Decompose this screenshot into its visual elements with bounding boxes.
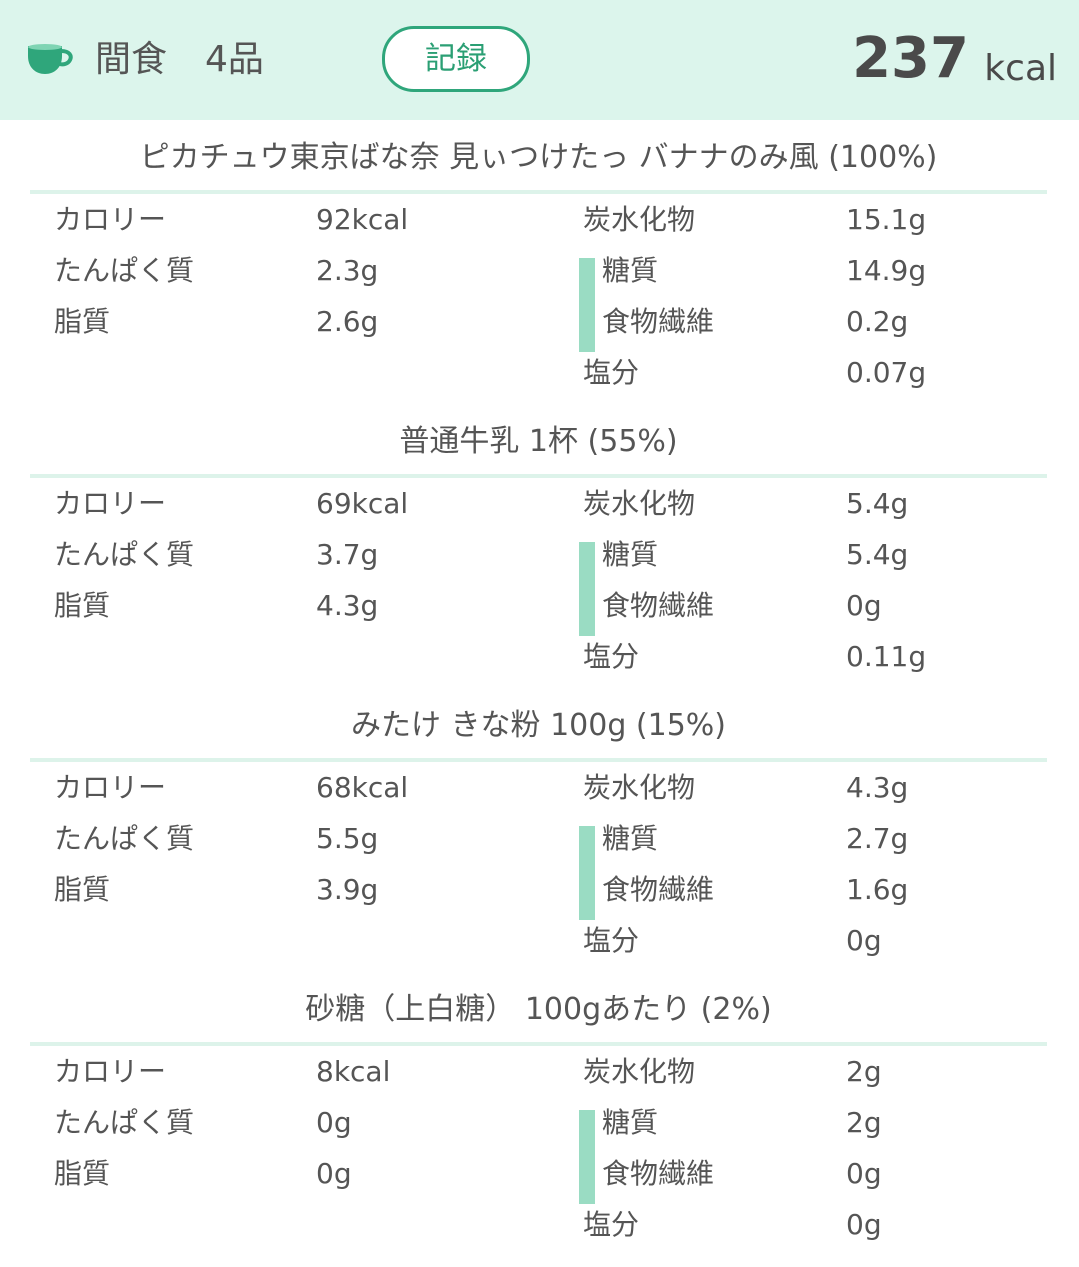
fiber-value: 1.6g xyxy=(846,873,909,906)
carb-value: 5.4g xyxy=(846,487,909,520)
meal-name: 間食 xyxy=(95,39,168,80)
sugar-value: 14.9g xyxy=(846,254,927,287)
calorie-value: 69kcal xyxy=(316,487,409,520)
fiber-value: 0g xyxy=(846,1157,882,1190)
calorie-value: 92kcal xyxy=(316,203,409,236)
protein-label: たんぱく質 xyxy=(54,538,195,571)
cup-icon xyxy=(28,44,73,74)
fiber-label: 食物繊維 xyxy=(602,589,715,622)
sugar-label: 糖質 xyxy=(602,822,659,855)
fiber-value: 0.2g xyxy=(846,305,909,338)
sugar-label: 糖質 xyxy=(602,1106,659,1139)
total-kcal: 237 xyxy=(852,26,969,91)
meal-header: 間食 4品 記録 237 kcal xyxy=(0,0,1079,120)
carb-value: 2g xyxy=(846,1055,882,1088)
calorie-label: カロリー xyxy=(54,203,167,236)
divider xyxy=(30,474,1047,478)
carb-breakdown-bar xyxy=(579,826,595,920)
divider xyxy=(30,758,1047,762)
sugar-value: 2g xyxy=(846,1106,882,1139)
salt-value: 0g xyxy=(846,924,882,957)
protein-value: 5.5g xyxy=(316,822,379,855)
fiber-label: 食物繊維 xyxy=(602,873,715,906)
fat-label: 脂質 xyxy=(54,305,111,338)
carb-breakdown-bar xyxy=(579,258,595,352)
divider xyxy=(30,190,1047,194)
fat-value: 0g xyxy=(316,1157,352,1190)
total-kcal-unit: kcal xyxy=(984,48,1057,89)
salt-value: 0g xyxy=(846,1208,882,1241)
fat-label: 脂質 xyxy=(54,1157,111,1190)
protein-value: 0g xyxy=(316,1106,352,1139)
salt-label: 塩分 xyxy=(583,924,640,957)
food-title: 普通牛乳 1杯 (55%) xyxy=(399,424,678,459)
carb-label: 炭水化物 xyxy=(583,203,696,236)
salt-label: 塩分 xyxy=(583,1208,640,1241)
carb-label: 炭水化物 xyxy=(583,487,696,520)
carb-value: 4.3g xyxy=(846,771,909,804)
salt-value: 0.07g xyxy=(846,356,927,389)
calorie-label: カロリー xyxy=(54,771,167,804)
protein-value: 3.7g xyxy=(316,538,379,571)
fat-label: 脂質 xyxy=(54,873,111,906)
fat-value: 3.9g xyxy=(316,873,379,906)
fiber-label: 食物繊維 xyxy=(602,1157,715,1190)
calorie-label: カロリー xyxy=(54,1055,167,1088)
calorie-value: 8kcal xyxy=(316,1055,391,1088)
fat-label: 脂質 xyxy=(54,589,111,622)
sugar-value: 5.4g xyxy=(846,538,909,571)
record-button[interactable]: 記録 xyxy=(382,26,530,92)
protein-value: 2.3g xyxy=(316,254,379,287)
salt-label: 塩分 xyxy=(583,640,640,673)
sugar-label: 糖質 xyxy=(602,254,659,287)
fat-value: 4.3g xyxy=(316,589,379,622)
salt-label: 塩分 xyxy=(583,356,640,389)
food-item[interactable]: 砂糖（上白糖） 100gあたり (2%) カロリー 8kcal たんぱく質 0g 脂質 0g… xyxy=(0,980,1079,1264)
protein-label: たんぱく質 xyxy=(54,1106,195,1139)
food-item[interactable]: 普通牛乳 1杯 (55%) カロリー 69kcal たんぱく質 3.7g 脂質 4.3g 炭水… xyxy=(0,412,1079,696)
food-item[interactable]: みたけ きな粉 100g (15%) カロリー 68kcal たんぱく質 5.5g 脂質 3… xyxy=(0,696,1079,980)
sugar-value: 2.7g xyxy=(846,822,909,855)
sugar-label: 糖質 xyxy=(602,538,659,571)
food-title: 砂糖（上白糖） 100gあたり (2%) xyxy=(305,992,772,1027)
carb-breakdown-bar xyxy=(579,1110,595,1204)
carb-label: 炭水化物 xyxy=(583,771,696,804)
carb-label: 炭水化物 xyxy=(583,1055,696,1088)
fiber-value: 0g xyxy=(846,589,882,622)
divider xyxy=(30,1042,1047,1046)
item-count: 4品 xyxy=(205,39,264,80)
food-title: みたけ きな粉 100g (15%) xyxy=(351,708,726,743)
carb-breakdown-bar xyxy=(579,542,595,636)
salt-value: 0.11g xyxy=(846,640,927,673)
calorie-value: 68kcal xyxy=(316,771,409,804)
calorie-label: カロリー xyxy=(54,487,167,520)
protein-label: たんぱく質 xyxy=(54,254,195,287)
protein-label: たんぱく質 xyxy=(54,822,195,855)
food-title: ピカチュウ東京ばな奈 見ぃつけたっ バナナのみ風 (100%) xyxy=(139,140,938,175)
fat-value: 2.6g xyxy=(316,305,379,338)
food-item[interactable]: ピカチュウ東京ばな奈 見ぃつけたっ バナナのみ風 (100%) カロリー 92kca… xyxy=(0,128,1079,412)
carb-value: 15.1g xyxy=(846,203,927,236)
fiber-label: 食物繊維 xyxy=(602,305,715,338)
